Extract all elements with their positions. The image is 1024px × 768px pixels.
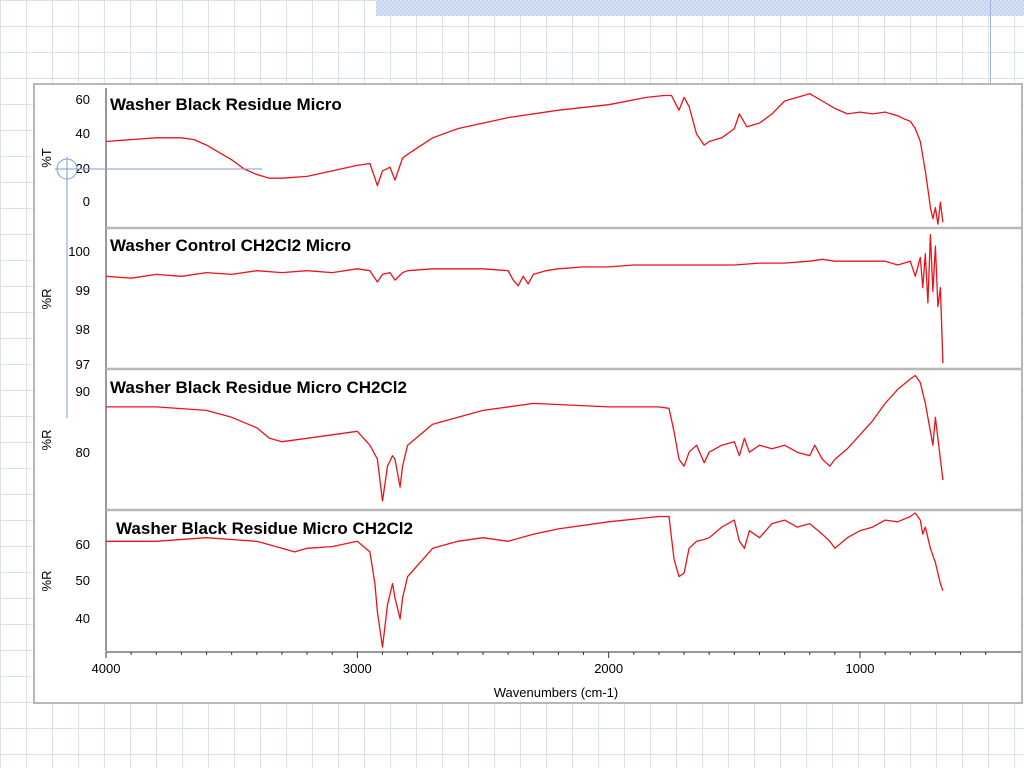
y-tick-label: 60 xyxy=(76,92,90,107)
y-axis-label: %R xyxy=(39,571,54,592)
crosshair-marker xyxy=(56,158,78,180)
y-tick-label: 98 xyxy=(76,322,90,337)
x-tick-label: 3000 xyxy=(343,661,372,676)
y-tick-label: 97 xyxy=(76,357,90,372)
panel-title: Washer Black Residue Micro xyxy=(110,95,342,114)
y-tick-label: 100 xyxy=(68,244,90,259)
y-tick-label: 40 xyxy=(76,126,90,141)
y-tick-label: 60 xyxy=(76,537,90,552)
decorative-top-bar xyxy=(376,0,1024,16)
spectrum-line xyxy=(105,234,944,364)
y-axis-label: %R xyxy=(39,430,54,451)
y-tick-label: 80 xyxy=(76,445,90,460)
x-axis-label: Wavenumbers (cm-1) xyxy=(494,685,618,700)
x-tick-label: 2000 xyxy=(594,661,623,676)
panel-title: Washer Black Residue Micro CH2Cl2 xyxy=(110,378,407,397)
x-tick-label: 1000 xyxy=(846,661,875,676)
x-tick-label: 4000 xyxy=(92,661,121,676)
spectrum-line xyxy=(106,512,944,648)
y-axis-label: %T xyxy=(39,148,54,168)
chart-frame xyxy=(33,83,1023,704)
spectrum-line xyxy=(105,93,944,225)
y-tick-label: 0 xyxy=(83,194,90,209)
panel-title: Washer Black Residue Micro CH2Cl2 xyxy=(116,519,413,538)
panel-title: Washer Control CH2Cl2 Micro xyxy=(110,236,351,255)
y-tick-label: 40 xyxy=(76,611,90,626)
y-axis-label: %R xyxy=(39,289,54,310)
y-tick-label: 99 xyxy=(76,283,90,298)
spectrum-line xyxy=(106,374,944,502)
y-tick-label: 50 xyxy=(76,573,90,588)
y-tick-label: 90 xyxy=(76,384,90,399)
